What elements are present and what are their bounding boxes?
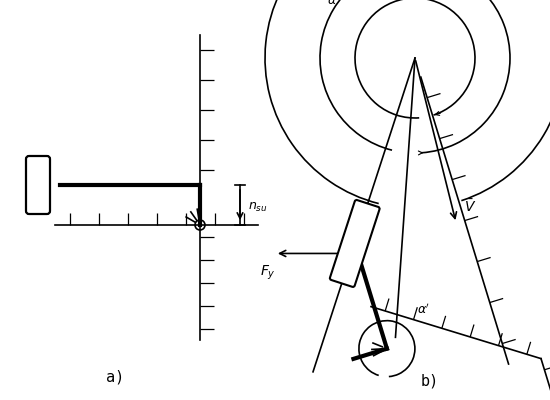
FancyBboxPatch shape [26,156,50,214]
Text: $\bar{V}$: $\bar{V}$ [464,198,476,215]
Text: $\alpha '$: $\alpha '$ [327,0,340,8]
Text: $n_{su}$: $n_{su}$ [248,201,268,214]
Text: b): b) [421,373,439,388]
Text: a): a) [106,370,124,385]
Text: $\alpha '$: $\alpha '$ [417,302,430,317]
FancyBboxPatch shape [330,200,380,287]
Text: $F_y$: $F_y$ [260,264,276,282]
